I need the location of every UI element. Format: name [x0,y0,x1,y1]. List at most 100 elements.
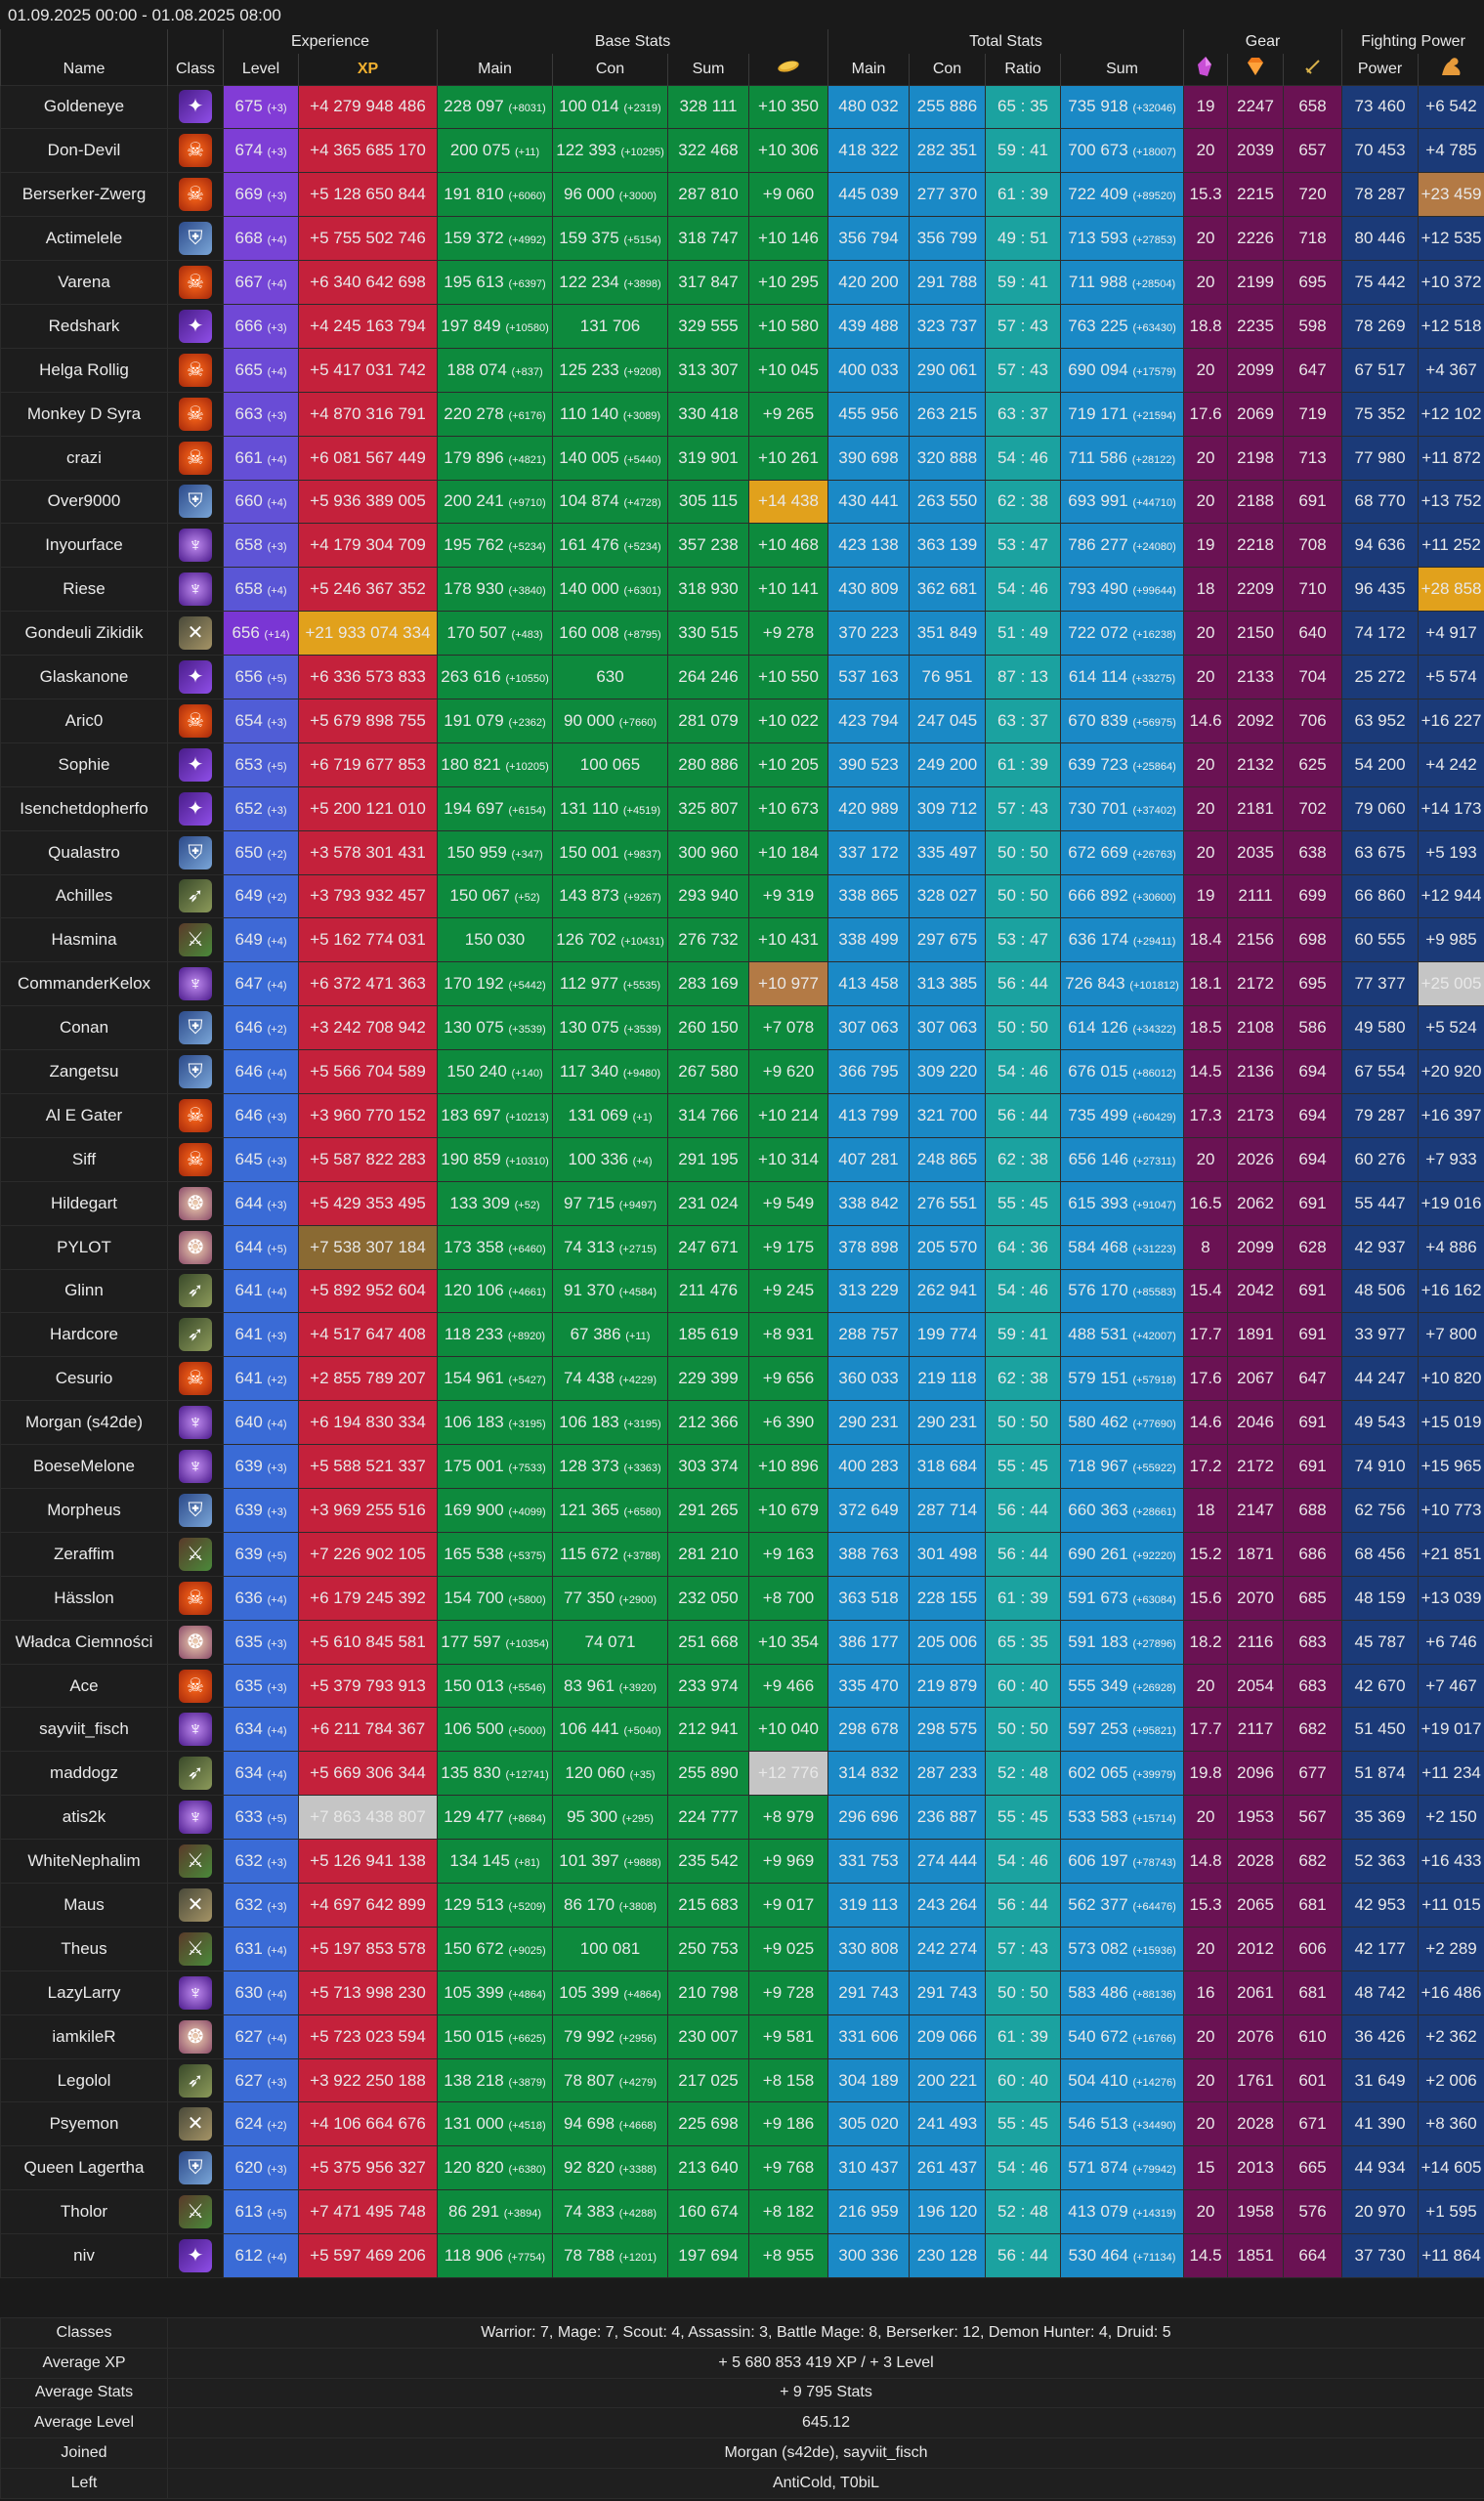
table-row[interactable]: Achilles ➶ 649 (+2) +3 793 932 457 150 067 (… [0,873,1484,919]
table-row[interactable]: Over9000 ⛨ 660 (+4) +5 936 389 005 200 241 (… [0,479,1484,525]
gear-weapon-cell: 681 [1283,1970,1343,2015]
col-xp[interactable]: XP [297,54,439,85]
table-row[interactable]: Władca Ciemności ❂ 635 (+3) +5 610 845 581 1… [0,1619,1484,1665]
total-main-cell: 430 809 [827,567,911,613]
table-row[interactable]: atis2k ♆ 633 (+5) +7 863 438 807 129 477 (+8… [0,1795,1484,1841]
table-row[interactable]: CommanderKelox ♆ 647 (+4) +6 372 471 363 170… [0,961,1484,1007]
total-main-cell: 400 033 [827,347,911,393]
table-row[interactable]: Maus ✕ 632 (+3) +4 697 642 899 129 513 (+520… [0,1883,1484,1928]
table-row[interactable]: PYLOT ❂ 644 (+5) +7 538 307 184 173 358 (+64… [0,1224,1484,1270]
demon-hunter-class-icon: ♆ [179,1450,212,1484]
base-sum-cell: 293 940 [667,873,750,919]
gear-weapon-cell: 625 [1283,742,1343,787]
total-main-cell: 331 753 [827,1839,911,1885]
player-name: Al E Gater [0,1092,168,1138]
table-row[interactable]: Actimelele ⛨ 668 (+4) +5 755 502 746 159 372… [0,216,1484,262]
table-row[interactable]: Siff ☠ 645 (+3) +5 587 822 283 190 859 (+103… [0,1136,1484,1182]
table-row[interactable]: BoeseMelone ♆ 639 (+3) +5 588 521 337 175 00… [0,1444,1484,1489]
table-row[interactable]: WhiteNephalim ⚔ 632 (+3) +5 126 941 138 134 … [0,1839,1484,1885]
base-sum-cell: 212 366 [667,1400,750,1446]
col-gear-2[interactable] [1227,54,1285,85]
col-power[interactable]: Power [1341,54,1420,85]
col-gear-3[interactable] [1283,54,1343,85]
col-ratio[interactable]: Ratio [985,54,1062,85]
table-row[interactable]: Morgan (s42de) ♆ 640 (+4) +6 194 830 334 106… [0,1400,1484,1446]
table-row[interactable]: Cesurio ☠ 641 (+2) +2 855 789 207 154 961 (+… [0,1356,1484,1402]
table-row[interactable]: Isenchetdopherfo ✦ 652 (+3) +5 200 121 010 1… [0,785,1484,831]
summary-value: AntiCold, T0biL [167,2467,1484,2499]
table-row[interactable]: niv ✦ 612 (+4) +5 597 469 206 118 906 (+7754… [0,2233,1484,2279]
table-row[interactable]: maddogz ➶ 634 (+4) +5 669 306 344 135 830 (+… [0,1751,1484,1797]
col-total-sum[interactable]: Sum [1060,54,1185,85]
table-row[interactable]: Psyemon ✕ 624 (+2) +4 106 664 676 131 000 (+… [0,2101,1484,2147]
xp-gain-cell: +3 578 301 431 [297,829,439,875]
table-row[interactable]: Legolol ➶ 627 (+3) +3 922 250 188 138 218 (+… [0,2057,1484,2103]
table-row[interactable]: LazyLarry ♆ 630 (+4) +5 713 998 230 105 399 … [0,1970,1484,2015]
warrior-class-icon: ⛨ [179,1493,212,1527]
table-row[interactable]: Helga Rollig ☠ 665 (+4) +5 417 031 742 188 0… [0,347,1484,393]
gold-cell: +9 265 [748,391,829,437]
table-row[interactable]: Hässlon ☠ 636 (+4) +6 179 245 392 154 700 (+… [0,1575,1484,1621]
table-row[interactable]: Hildegart ❂ 644 (+3) +5 429 353 495 133 309 … [0,1180,1484,1226]
ratio-cell: 62 : 38 [985,1136,1062,1182]
table-row[interactable]: Inyourface ♆ 658 (+3) +4 179 304 709 195 762… [0,523,1484,569]
table-row[interactable]: Morpheus ⛨ 639 (+3) +3 969 255 516 169 900 (… [0,1488,1484,1533]
table-row[interactable]: iamkileR ❂ 627 (+4) +5 723 023 594 150 015 (… [0,2014,1484,2059]
table-row[interactable]: Qualastro ⛨ 650 (+2) +3 578 301 431 150 959 … [0,829,1484,875]
table-row[interactable]: Hasmina ⚔ 649 (+4) +5 162 774 031 150 030 12… [0,917,1484,963]
table-row[interactable]: Conan ⛨ 646 (+2) +3 242 708 942 130 075 (+35… [0,1005,1484,1051]
table-row[interactable]: Hardcore ➶ 641 (+3) +4 517 647 408 118 233 (… [0,1312,1484,1358]
col-total-main[interactable]: Main [827,54,911,85]
player-name: Aric0 [0,698,168,743]
col-base-main[interactable]: Main [437,54,554,85]
gear-gem-cell: 2096 [1227,1751,1285,1797]
table-row[interactable]: Zangetsu ⛨ 646 (+4) +5 566 704 589 150 240 (… [0,1049,1484,1094]
col-base-sum[interactable]: Sum [667,54,750,85]
base-main-cell: 86 291 (+3894) [437,2189,554,2235]
total-con-cell: 321 700 [909,1092,987,1138]
gear-crystal-cell: 15.4 [1183,1268,1229,1314]
table-row[interactable]: Gondeuli Zikidik ✕ 656 (+14) +21 933 074 33… [0,611,1484,657]
col-gear-1[interactable] [1183,54,1229,85]
table-row[interactable]: Queen Lagertha ⛨ 620 (+3) +5 375 956 327 120… [0,2145,1484,2191]
col-base-con[interactable]: Con [552,54,669,85]
table-row[interactable]: Glaskanone ✦ 656 (+5) +6 336 573 833 263 616… [0,655,1484,699]
table-row[interactable]: Sophie ✦ 653 (+5) +6 719 677 853 180 821 (+1… [0,742,1484,787]
table-row[interactable]: Zeraffim ⚔ 639 (+5) +7 226 902 105 165 538 (… [0,1531,1484,1577]
level-cell: 654 (+3) [223,698,299,743]
power-cell: 75 442 [1341,260,1420,305]
table-row[interactable]: Aric0 ☠ 654 (+3) +5 679 898 755 191 079 (+23… [0,698,1484,743]
col-total-con[interactable]: Con [909,54,987,85]
col-fp[interactable] [1418,54,1484,85]
base-main-cell: 105 399 (+4864) [437,1970,554,2015]
total-main-cell: 216 959 [827,2189,911,2235]
table-row[interactable]: Varena ☠ 667 (+4) +6 340 642 698 195 613 (+6… [0,260,1484,305]
col-gold[interactable] [748,54,829,85]
col-name[interactable]: Name [0,54,168,85]
table-row[interactable]: Don-Devil ☠ 674 (+3) +4 365 685 170 200 075 … [0,128,1484,174]
table-row[interactable]: Goldeneye ✦ 675 (+3) +4 279 948 486 228 097 … [0,84,1484,130]
table-row[interactable]: sayviit_fisch ♆ 634 (+4) +6 211 784 367 106 … [0,1707,1484,1753]
table-row[interactable]: Monkey D Syra ☠ 663 (+3) +4 870 316 791 220 … [0,391,1484,437]
table-row[interactable]: Berserker-Zwerg ☠ 669 (+3) +5 128 650 844 19… [0,172,1484,218]
col-class[interactable]: Class [167,54,224,85]
total-sum-cell: 786 277 (+24080) [1060,523,1185,569]
fighting-power-gain-cell: +16 486 [1418,1970,1484,2015]
total-con-cell: 219 118 [909,1356,987,1402]
fighting-power-gain-cell: +5 524 [1418,1005,1484,1051]
base-main-cell: 120 106 (+4661) [437,1268,554,1314]
gear-gem-cell: 2046 [1227,1400,1285,1446]
ratio-cell: 54 : 46 [985,567,1062,613]
table-row[interactable]: Tholor ⚔ 613 (+5) +7 471 495 748 86 291 (+38… [0,2189,1484,2235]
table-row[interactable]: crazi ☠ 661 (+4) +6 081 567 449 179 896 (+48… [0,435,1484,481]
table-row[interactable]: Theus ⚔ 631 (+4) +5 197 853 578 150 672 (+90… [0,1926,1484,1971]
table-row[interactable]: Glinn ➶ 641 (+4) +5 892 952 604 120 106 (+46… [0,1268,1484,1314]
base-con-cell: 131 110 (+4519) [552,785,669,831]
table-row[interactable]: Al E Gater ☠ 646 (+3) +3 960 770 152 183 697… [0,1092,1484,1138]
player-name: Hildegart [0,1180,168,1226]
table-row[interactable]: Ace ☠ 635 (+3) +5 379 793 913 150 013 (+5546… [0,1663,1484,1709]
col-level[interactable]: Level [223,54,299,85]
base-sum-cell: 318 930 [667,567,750,613]
table-row[interactable]: Riese ♆ 658 (+4) +5 246 367 352 178 930 (+38… [0,567,1484,613]
table-row[interactable]: Redshark ✦ 666 (+3) +4 245 163 794 197 849 (… [0,303,1484,349]
